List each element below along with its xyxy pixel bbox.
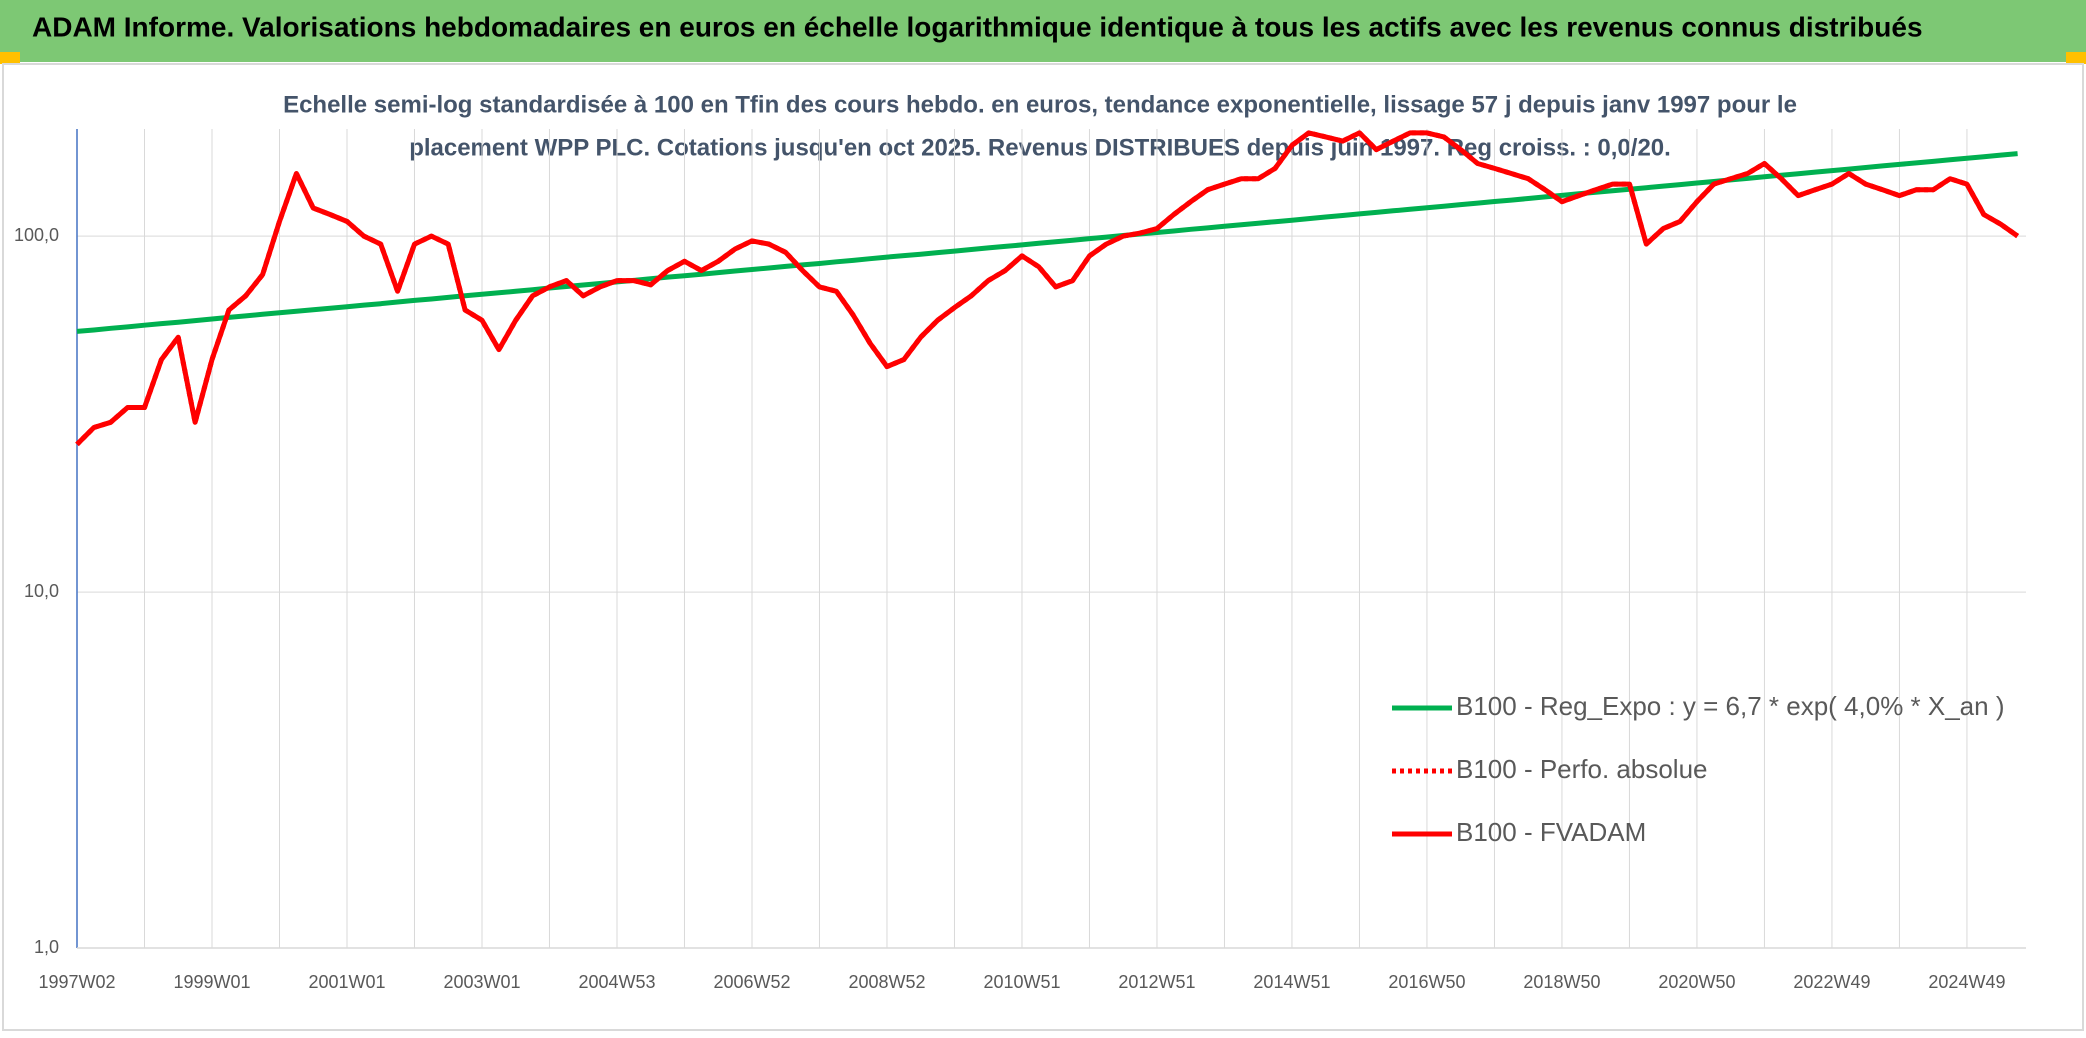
x-tick-label: 2018W50	[1523, 972, 1600, 992]
legend-label: B100 - FVADAM	[1456, 817, 1646, 847]
subtitle: Echelle semi-log standardisée à 100 en T…	[283, 91, 1797, 118]
x-tick-label: 2001W01	[308, 972, 385, 992]
x-tick-label: 2020W50	[1658, 972, 1735, 992]
corner	[2066, 52, 2086, 64]
x-tick-label: 2010W51	[983, 972, 1060, 992]
title-bar	[0, 0, 2086, 62]
x-tick-label: 2014W51	[1253, 972, 1330, 992]
y-tick-label: 100,0	[14, 225, 59, 245]
x-tick-label: 2016W50	[1388, 972, 1465, 992]
x-tick-label: 2024W49	[1928, 972, 2005, 992]
x-tick-label: 2006W52	[713, 972, 790, 992]
x-tick-label: 2004W53	[578, 972, 655, 992]
x-tick-label: 2012W51	[1118, 972, 1195, 992]
chart-title: ADAM Informe. Valorisations hebdomadaire…	[32, 11, 1923, 42]
x-tick-label: 2022W49	[1793, 972, 1870, 992]
x-tick-label: 1997W02	[38, 972, 115, 992]
subtitle: placement WPP PLC. Cotations jusqu'en oc…	[409, 134, 1671, 161]
corner	[0, 52, 20, 64]
x-tick-label: 2008W52	[848, 972, 925, 992]
series-line	[76, 151, 2018, 334]
x-tick-label: 1999W01	[173, 972, 250, 992]
y-tick-label: 1,0	[34, 937, 59, 957]
legend-label: B100 - Reg_Expo : y = 6,7 * exp( 4,0% * …	[1456, 691, 2005, 721]
series-line	[75, 130, 2020, 447]
legend-label: B100 - Perfo. absolue	[1456, 754, 1708, 784]
x-tick-label: 2003W01	[443, 972, 520, 992]
y-tick-label: 10,0	[24, 581, 59, 601]
